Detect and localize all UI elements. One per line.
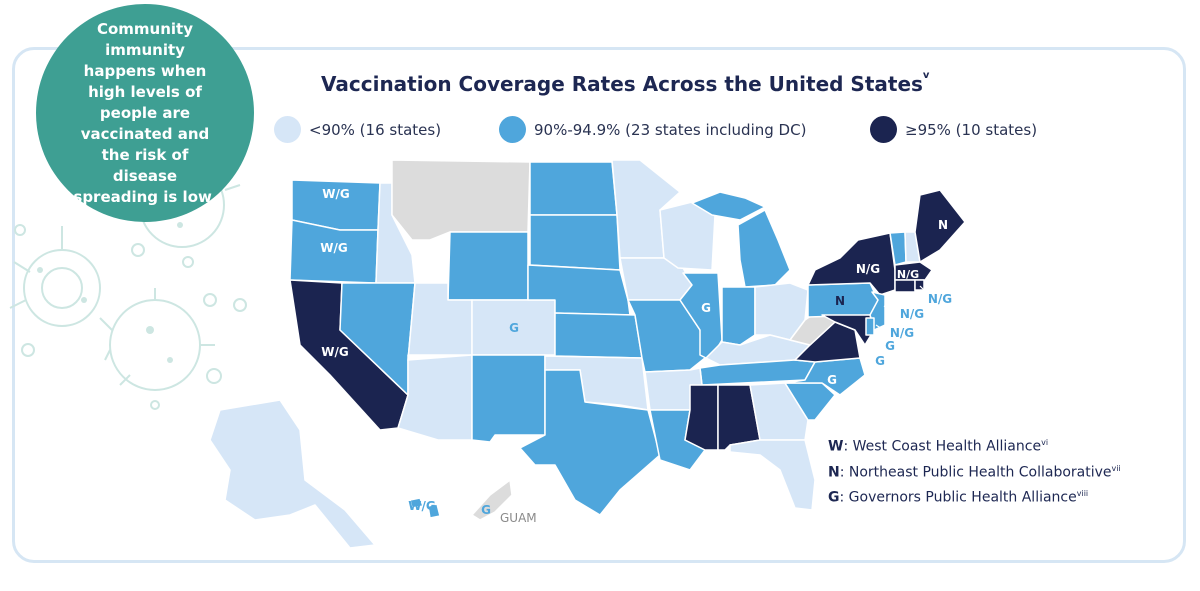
label-virginia: G	[875, 354, 885, 368]
state-mississippi	[684, 384, 719, 451]
label-colorado: G	[509, 321, 519, 335]
state-michigan-up	[691, 191, 766, 221]
label-illinois: G	[701, 301, 711, 315]
state-hawaii-big	[427, 503, 441, 519]
label-guam-name: GUAM	[500, 511, 537, 525]
state-new-mexico	[471, 354, 546, 443]
callout-text: Community immunity happens when high lev…	[73, 19, 217, 206]
key-text-w: : West Coast Health Alliance	[843, 438, 1042, 455]
state-delaware	[865, 317, 875, 336]
state-hawaii	[409, 497, 424, 509]
state-texas	[519, 369, 661, 516]
legend-swatch-low	[274, 116, 301, 143]
title-text: Vaccination Coverage Rates Across the Un…	[321, 72, 923, 96]
community-immunity-callout: Community immunity happens when high lev…	[36, 4, 254, 222]
legend-item-low: <90% (16 states)	[274, 116, 441, 143]
legend-swatch-high	[870, 116, 897, 143]
state-michigan	[737, 209, 791, 288]
label-delaware: N/G	[890, 326, 914, 340]
title-footnote: v	[922, 70, 930, 81]
state-montana	[391, 159, 531, 241]
territory-guam	[471, 479, 513, 521]
legend-swatch-mid	[499, 116, 526, 143]
label-maine: N	[938, 218, 948, 232]
key-row-west: W: West Coast Health Alliancevi	[828, 432, 1121, 458]
state-maryland	[821, 314, 875, 346]
alliance-key: W: West Coast Health Alliancevi N: North…	[828, 432, 1121, 509]
state-wyoming	[447, 231, 529, 301]
label-maryland: G	[885, 339, 895, 353]
state-kansas	[554, 312, 643, 359]
state-florida	[729, 439, 816, 511]
state-indiana	[721, 286, 756, 346]
key-row-northeast: N: Northeast Public Health Collaborative…	[828, 458, 1121, 484]
key-code-n: N	[828, 464, 840, 481]
state-connecticut	[894, 279, 916, 293]
label-north-carolina: G	[827, 373, 837, 387]
legend-item-mid: 90%-94.9% (23 states including DC)	[499, 116, 806, 143]
state-alaska	[209, 399, 376, 549]
key-sup-w: vi	[1041, 438, 1049, 447]
state-massachusetts	[894, 261, 933, 281]
legend-label-low: <90% (16 states)	[309, 120, 442, 139]
key-text-g: : Governors Public Health Alliance	[839, 489, 1077, 506]
label-pennsylvania: N	[835, 294, 845, 308]
state-illinois	[679, 272, 723, 361]
key-sup-n: vii	[1111, 463, 1121, 473]
key-code-g: G	[828, 489, 840, 506]
label-oregon: W/G	[320, 241, 347, 255]
legend-label-high: ≥95% (10 states)	[905, 120, 1038, 139]
label-new-york: N/G	[856, 262, 880, 276]
label-washington: W/G	[322, 187, 349, 201]
label-california: W/G	[321, 345, 348, 359]
label-rhode-island: N/G	[928, 292, 952, 306]
state-arizona	[397, 354, 473, 441]
content-frame	[12, 47, 1186, 563]
state-north-dakota	[529, 161, 618, 216]
label-guam: G	[481, 503, 491, 517]
page-title: Vaccination Coverage Rates Across the Un…	[321, 70, 930, 96]
label-new-jersey: N/G	[900, 307, 924, 321]
legend-item-high: ≥95% (10 states)	[870, 116, 1037, 143]
key-sup-g: viii	[1076, 489, 1089, 499]
key-row-governors: G: Governors Public Health Allianceviii	[828, 483, 1121, 509]
key-code-w: W	[828, 438, 844, 455]
state-south-dakota	[529, 214, 621, 271]
label-massachusetts: N/G	[897, 268, 919, 281]
label-hawaii: W/G	[408, 499, 435, 513]
legend-label-mid: 90%-94.9% (23 states including DC)	[534, 120, 807, 139]
key-text-n: : Northeast Public Health Collaborative	[839, 464, 1112, 481]
